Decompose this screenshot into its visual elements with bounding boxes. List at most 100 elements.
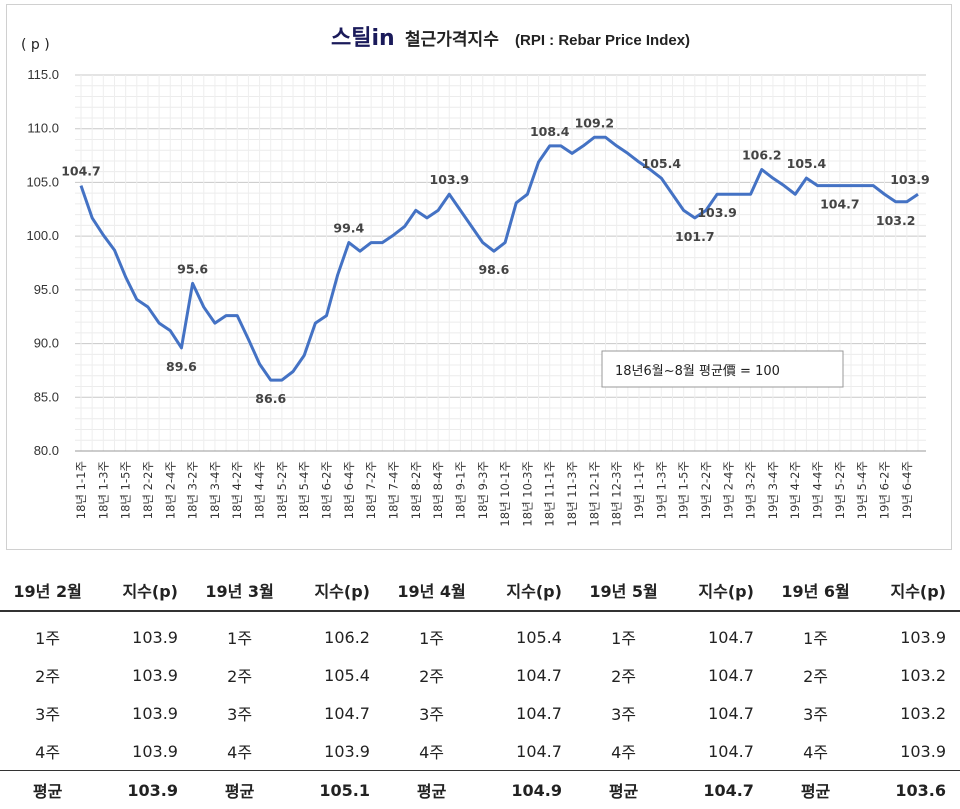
x-tick-label: 19년 3-4주 bbox=[766, 461, 780, 519]
average-value: 103.9 bbox=[95, 771, 192, 809]
header-index: 지수(p) bbox=[671, 570, 768, 611]
x-tick-label: 18년 11-3주 bbox=[565, 461, 579, 527]
header-index: 지수(p) bbox=[863, 570, 960, 611]
x-tick-label: 18년 4-4주 bbox=[253, 461, 267, 519]
value-cell: 103.9 bbox=[95, 611, 192, 656]
data-label: 99.4 bbox=[333, 221, 364, 236]
x-tick-label: 19년 6-2주 bbox=[878, 461, 892, 519]
value-cell: 104.7 bbox=[287, 694, 384, 732]
x-tick-label: 18년 7-4주 bbox=[386, 461, 400, 519]
value-cell: 104.7 bbox=[671, 732, 768, 771]
note-text: 18년6월~8월 평균價 = 100 bbox=[615, 364, 780, 379]
x-tick-label: 18년 9-3주 bbox=[476, 461, 490, 519]
average-label: 평균 bbox=[384, 771, 479, 809]
table-row: 4주 103.9 4주 103.9 4주 104.7 4주 104.7 4주 1… bbox=[0, 732, 960, 771]
value-cell: 104.7 bbox=[479, 694, 576, 732]
x-tick-label: 18년 3-2주 bbox=[186, 461, 200, 519]
value-cell: 103.9 bbox=[95, 732, 192, 771]
data-label: 89.6 bbox=[166, 359, 197, 374]
x-tick-label: 18년 10-3주 bbox=[520, 461, 534, 527]
week-cell: 1주 bbox=[192, 611, 287, 656]
data-label: 109.2 bbox=[575, 115, 615, 130]
chart-title-logo: 스틸in bbox=[331, 26, 395, 51]
week-cell: 3주 bbox=[192, 694, 287, 732]
data-label: 105.4 bbox=[642, 156, 682, 171]
table-row: 3주 103.9 3주 104.7 3주 104.7 3주 104.7 3주 1… bbox=[0, 694, 960, 732]
average-value: 104.9 bbox=[479, 771, 576, 809]
header-month: 19년 4월 bbox=[384, 570, 479, 611]
value-cell: 103.9 bbox=[95, 656, 192, 694]
week-cell: 1주 bbox=[0, 611, 95, 656]
header-month: 19년 5월 bbox=[576, 570, 671, 611]
week-cell: 3주 bbox=[576, 694, 671, 732]
value-cell: 104.7 bbox=[479, 656, 576, 694]
week-cell: 1주 bbox=[384, 611, 479, 656]
week-cell: 3주 bbox=[0, 694, 95, 732]
chart-subtitle: (RPI : Rebar Price Index) bbox=[515, 32, 690, 49]
value-cell: 104.7 bbox=[671, 611, 768, 656]
data-label: 108.4 bbox=[530, 124, 570, 139]
header-index: 지수(p) bbox=[479, 570, 576, 611]
value-cell: 104.7 bbox=[479, 732, 576, 771]
line-chart: 스틸in 철근가격지수 (RPI : Rebar Price Index) ( … bbox=[7, 5, 953, 551]
week-cell: 3주 bbox=[768, 694, 863, 732]
data-label: 95.6 bbox=[177, 261, 208, 276]
average-label: 평균 bbox=[768, 771, 863, 809]
x-tick-label: 18년 8-2주 bbox=[409, 461, 423, 519]
summary-table: 19년 2월 지수(p) 19년 3월 지수(p) 19년 4월 지수(p) 1… bbox=[0, 570, 960, 809]
x-tick-label: 18년 5-2주 bbox=[275, 461, 289, 519]
x-tick-label: 18년 12-3주 bbox=[610, 461, 624, 527]
x-tick-label: 18년 2-4주 bbox=[163, 461, 177, 519]
x-tick-label: 18년 4-2주 bbox=[230, 461, 244, 519]
x-tick-label: 18년 12-1주 bbox=[587, 461, 601, 527]
header-month: 19년 2월 bbox=[0, 570, 95, 611]
x-tick-label: 18년 11-1주 bbox=[543, 461, 557, 527]
average-value: 105.1 bbox=[287, 771, 384, 809]
chart-title: 철근가격지수 bbox=[405, 30, 499, 50]
y-tick-label: 95.0 bbox=[34, 282, 59, 297]
value-cell: 104.7 bbox=[671, 694, 768, 732]
average-label: 평균 bbox=[576, 771, 671, 809]
data-label: 101.7 bbox=[675, 229, 715, 244]
header-index: 지수(p) bbox=[95, 570, 192, 611]
value-cell: 103.9 bbox=[287, 732, 384, 771]
table-row: 2주 103.9 2주 105.4 2주 104.7 2주 104.7 2주 1… bbox=[0, 656, 960, 694]
week-cell: 2주 bbox=[768, 656, 863, 694]
data-label: 103.9 bbox=[890, 172, 930, 187]
x-tick-label: 18년 6-4주 bbox=[342, 461, 356, 519]
data-label: 103.9 bbox=[697, 205, 737, 220]
data-label: 104.7 bbox=[820, 197, 860, 212]
average-value: 104.7 bbox=[671, 771, 768, 809]
value-cell: 103.9 bbox=[863, 732, 960, 771]
x-tick-label: 18년 5-4주 bbox=[297, 461, 311, 519]
value-cell: 103.2 bbox=[863, 694, 960, 732]
y-axis-unit: ( p ) bbox=[21, 37, 50, 53]
x-tick-label: 18년 3-4주 bbox=[208, 461, 222, 519]
table-row: 1주 103.9 1주 106.2 1주 105.4 1주 104.7 1주 1… bbox=[0, 611, 960, 656]
x-tick-label: 18년 1-3주 bbox=[96, 461, 110, 519]
x-tick-label: 19년 4-4주 bbox=[811, 461, 825, 519]
average-value: 103.6 bbox=[863, 771, 960, 809]
week-cell: 1주 bbox=[576, 611, 671, 656]
data-label: 104.7 bbox=[61, 164, 101, 179]
value-cell: 105.4 bbox=[287, 656, 384, 694]
x-tick-label: 19년 6-4주 bbox=[900, 461, 914, 519]
x-tick-label: 18년 8-4주 bbox=[431, 461, 445, 519]
average-label: 평균 bbox=[0, 771, 95, 809]
value-cell: 103.2 bbox=[863, 656, 960, 694]
data-label: 86.6 bbox=[255, 391, 286, 406]
x-tick-label: 19년 2-2주 bbox=[699, 461, 713, 519]
y-tick-label: 80.0 bbox=[34, 443, 59, 458]
week-cell: 3주 bbox=[384, 694, 479, 732]
chart-frame: 스틸in 철근가격지수 (RPI : Rebar Price Index) ( … bbox=[6, 4, 952, 550]
x-tick-label: 18년 7-2주 bbox=[364, 461, 378, 519]
header-month: 19년 6월 bbox=[768, 570, 863, 611]
week-cell: 4주 bbox=[0, 732, 95, 771]
data-label: 103.2 bbox=[876, 213, 916, 228]
value-cell: 106.2 bbox=[287, 611, 384, 656]
x-tick-label: 19년 1-5주 bbox=[677, 461, 691, 519]
x-tick-label: 18년 10-1주 bbox=[498, 461, 512, 527]
y-tick-label: 85.0 bbox=[34, 389, 59, 404]
